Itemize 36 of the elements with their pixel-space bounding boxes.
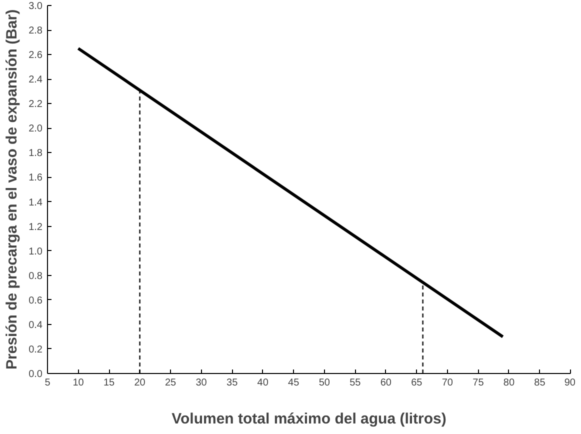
x-tick-label: 30 bbox=[196, 378, 208, 388]
y-tick-label: 0.8 bbox=[28, 270, 43, 282]
x-tick-label: 15 bbox=[103, 378, 116, 388]
y-tick-label: 1.2 bbox=[28, 222, 43, 233]
x-tick-label: 85 bbox=[534, 378, 546, 388]
y-tick-label: 0.6 bbox=[28, 295, 43, 306]
y-tick-label: 0.4 bbox=[28, 320, 43, 331]
y-tick-label: 3.0 bbox=[28, 1, 43, 12]
y-tick-label: 1.8 bbox=[28, 148, 43, 160]
y-tick-label: 2.8 bbox=[28, 26, 43, 37]
x-tick-label: 55 bbox=[350, 378, 362, 388]
y-tick-label: 1.6 bbox=[28, 172, 43, 184]
x-tick-label: 45 bbox=[288, 378, 300, 388]
x-tick-label: 70 bbox=[442, 378, 454, 388]
y-axis-title: Presión de precarga en el vaso de expansión (Bar) bbox=[4, 9, 21, 370]
x-tick-label: 10 bbox=[72, 378, 84, 388]
x-tick-label: 20 bbox=[134, 378, 146, 388]
x-tick-label: 75 bbox=[472, 378, 484, 388]
x-tick-label: 5 bbox=[44, 378, 51, 388]
y-tick-label: 2.6 bbox=[28, 50, 43, 62]
y-tick-label: 0.2 bbox=[28, 344, 43, 356]
x-tick-label: 90 bbox=[564, 378, 576, 388]
y-tick-label: 2.0 bbox=[28, 124, 43, 135]
x-tick-label: 60 bbox=[380, 378, 392, 388]
x-tick-label: 50 bbox=[318, 378, 330, 388]
y-tick-label: 2.4 bbox=[28, 74, 43, 86]
x-tick-label: 25 bbox=[164, 378, 177, 388]
y-tick-label: 1.4 bbox=[28, 197, 43, 208]
x-tick-label: 65 bbox=[411, 378, 423, 388]
x-tick-label: 40 bbox=[257, 378, 269, 388]
y-tick-label: 1.0 bbox=[28, 246, 43, 258]
x-axis-title: Volumen total máximo del agua (litros) bbox=[172, 410, 446, 428]
x-tick-label: 80 bbox=[503, 378, 515, 388]
y-tick-label: 2.2 bbox=[28, 99, 43, 110]
y-tick-label: 0.0 bbox=[28, 369, 43, 380]
x-tick-label: 35 bbox=[226, 378, 238, 388]
